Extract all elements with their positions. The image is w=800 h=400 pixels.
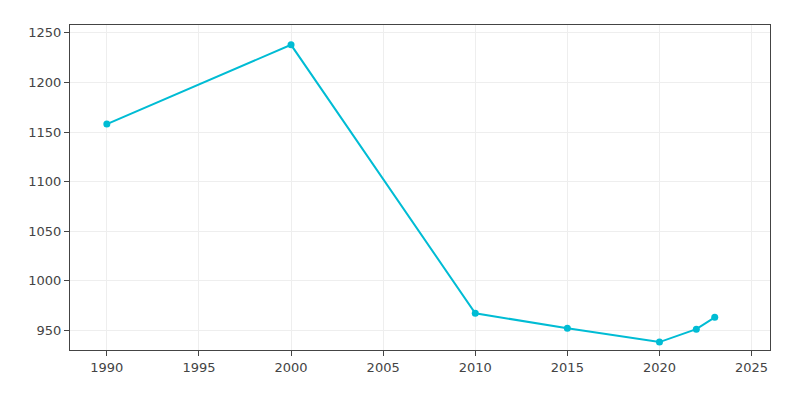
svg-text:1150: 1150 (28, 125, 61, 140)
svg-text:950: 950 (37, 323, 62, 338)
svg-text:1250: 1250 (28, 25, 61, 40)
svg-text:2020: 2020 (643, 360, 676, 375)
svg-text:1995: 1995 (182, 360, 215, 375)
svg-text:2025: 2025 (735, 360, 768, 375)
svg-text:1050: 1050 (28, 224, 61, 239)
svg-text:1100: 1100 (28, 174, 61, 189)
svg-text:1990: 1990 (90, 360, 123, 375)
svg-text:2005: 2005 (367, 360, 400, 375)
svg-text:2010: 2010 (459, 360, 492, 375)
svg-text:2000: 2000 (275, 360, 308, 375)
svg-text:1000: 1000 (28, 273, 61, 288)
svg-text:2015: 2015 (551, 360, 584, 375)
svg-text:1200: 1200 (28, 75, 61, 90)
